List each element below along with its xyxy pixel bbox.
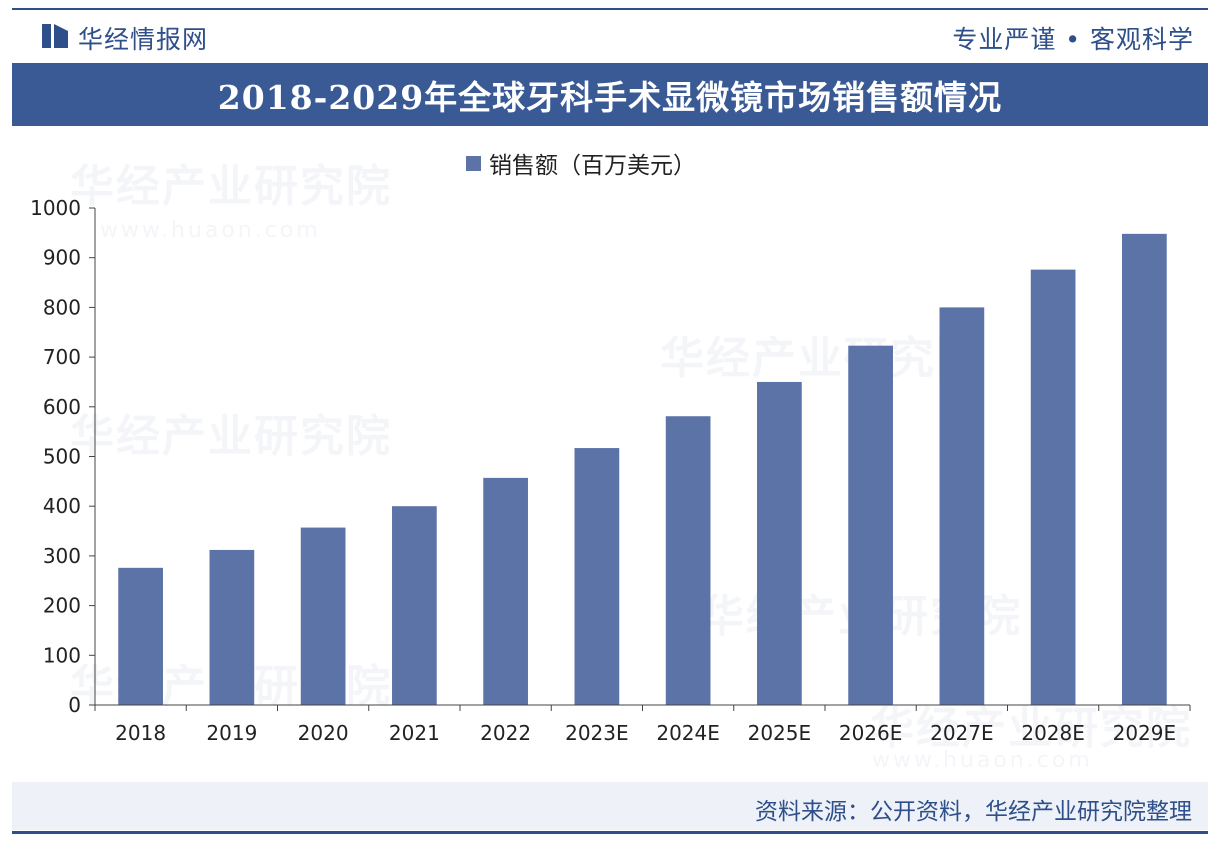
y-tick-label: 400 <box>43 494 81 518</box>
x-tick-label: 2020 <box>298 721 349 745</box>
source-note: 资料来源：公开资料，华经产业研究院整理 <box>755 799 1192 825</box>
x-tick-label: 2027E <box>930 721 994 745</box>
x-tick-label: 2024E <box>656 721 720 745</box>
y-tick-label: 800 <box>43 295 81 319</box>
legend-swatch <box>466 155 481 171</box>
bar-2020 <box>300 527 346 705</box>
x-tick-label: 2029E <box>1113 721 1177 745</box>
header: 华经情报网 专业严谨 • 客观科学 <box>12 12 1208 62</box>
bar-2023E <box>574 448 620 705</box>
x-tick-label: 2021 <box>389 721 440 745</box>
brand-name: 华经情报网 <box>78 25 209 54</box>
x-tick-label: 2018 <box>115 721 166 745</box>
y-tick-label: 0 <box>68 693 81 717</box>
y-axis: 0 100 200 300 400 500 600 700 800 900 1000 <box>30 196 96 717</box>
y-tick-label: 900 <box>43 246 81 270</box>
x-tick-label: 2023E <box>565 721 629 745</box>
bar-2027E <box>939 307 985 705</box>
bar-2024E <box>665 416 711 705</box>
bar-2025E <box>757 381 802 705</box>
x-tick-label: 2028E <box>1021 721 1085 745</box>
y-tick-label: 200 <box>43 594 81 618</box>
slogan: 专业严谨 • 客观科学 <box>952 25 1194 54</box>
logo-icon <box>42 24 68 48</box>
bar-2022 <box>483 477 528 705</box>
y-tick-label: 1000 <box>30 196 81 220</box>
y-tick-label: 700 <box>43 345 81 369</box>
bottom-rule <box>12 831 1208 834</box>
x-tick-label: 2026E <box>839 721 903 745</box>
top-rule <box>12 8 1208 10</box>
bar-2026E <box>848 345 893 705</box>
x-tick-label: 2019 <box>206 721 257 745</box>
chart-title: 2018-2029年全球牙科手术显微镜市场销售额情况 <box>217 77 1003 117</box>
y-tick-label: 100 <box>43 643 81 667</box>
y-tick-label: 300 <box>43 544 81 568</box>
y-tick-label: 600 <box>43 395 81 419</box>
bar-2018 <box>118 567 163 705</box>
title-bar: 2018-2029年全球牙科手术显微镜市场销售额情况 <box>12 63 1208 126</box>
footer-bar: 资料来源：公开资料，华经产业研究院整理 <box>12 782 1208 830</box>
bars <box>118 233 1167 705</box>
y-tick-label: 500 <box>43 445 81 469</box>
legend-label: 销售额（百万美元） <box>489 153 696 179</box>
x-tick-label: 2025E <box>748 721 812 745</box>
bar-2019 <box>209 549 255 705</box>
bar-2021 <box>392 506 437 705</box>
legend: 销售额（百万美元） <box>466 148 696 179</box>
x-axis: 2018 2019 2020 2021 2022 2023E 2024E 2025E 2026E… <box>94 704 1191 745</box>
bar-2028E <box>1030 269 1076 705</box>
bar-2029E <box>1122 233 1167 705</box>
x-tick-label: 2022 <box>480 721 531 745</box>
